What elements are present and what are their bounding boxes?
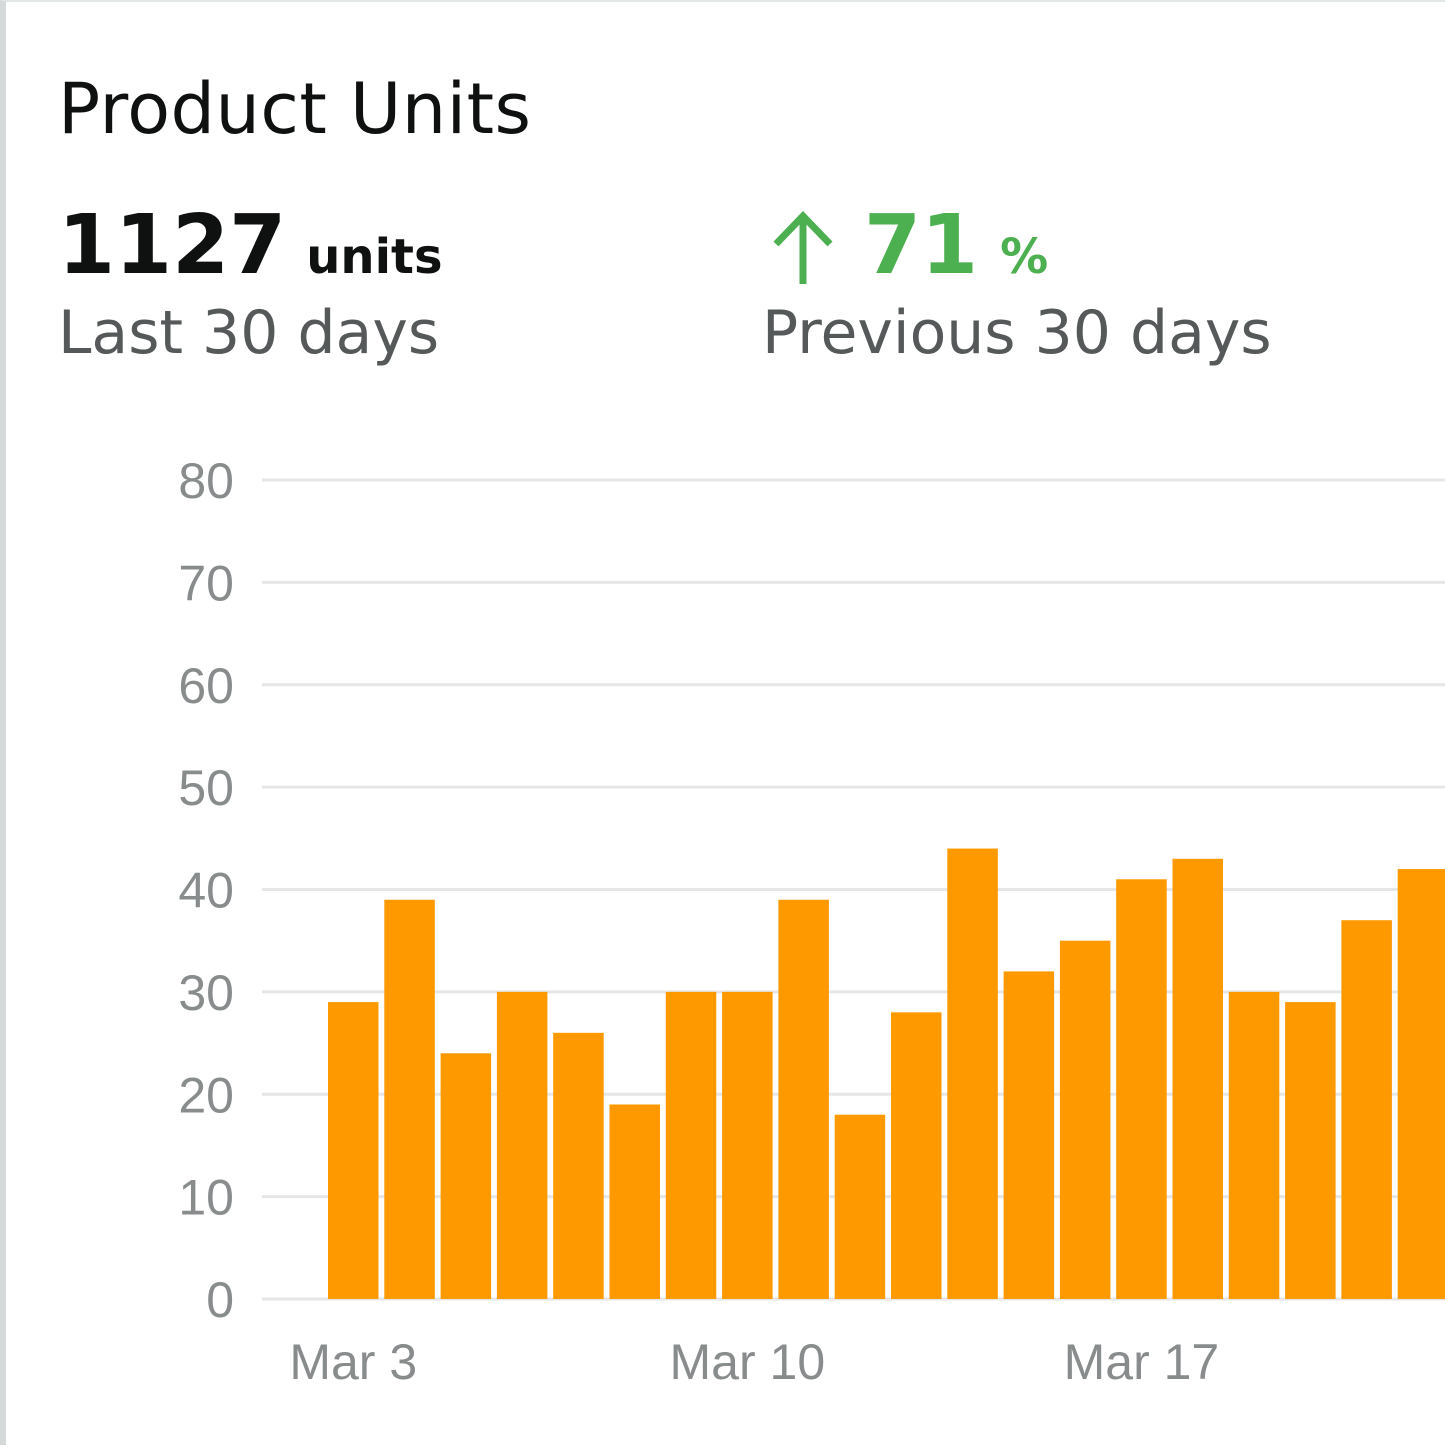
y-tick-label: 80: [178, 453, 234, 509]
bar: [834, 1114, 886, 1299]
bar: [384, 899, 435, 1299]
card-title: Product Units: [58, 68, 532, 150]
total-units-value: 1127: [58, 198, 287, 293]
bar: [1228, 991, 1280, 1299]
bar: [440, 1053, 492, 1299]
change-indicator: 71%: [768, 198, 1048, 293]
x-tick-label: Mar 3: [289, 1334, 417, 1390]
total-units-unit: units: [306, 229, 443, 285]
x-tick-label: Mar 10: [670, 1334, 826, 1390]
bar: [553, 1032, 604, 1299]
bar: [891, 1012, 942, 1299]
arrow-up-icon: [773, 210, 833, 284]
y-tick-label: 20: [178, 1067, 234, 1123]
bar: [1341, 920, 1392, 1299]
y-tick-label: 0: [206, 1272, 234, 1328]
change-unit: %: [1000, 229, 1049, 285]
y-tick-label: 70: [178, 555, 234, 611]
total-units: 1127 units: [58, 198, 443, 293]
bar: [722, 991, 773, 1299]
bar: [1285, 1002, 1336, 1299]
x-tick-label: Mar 17: [1064, 1334, 1220, 1390]
bar: [778, 899, 829, 1299]
y-tick-label: 40: [178, 863, 234, 919]
y-tick-label: 30: [178, 965, 234, 1021]
bar: [1003, 971, 1055, 1299]
change-caption: Previous 30 days: [762, 298, 1272, 368]
change-value: 71: [864, 198, 979, 293]
bar: [328, 1002, 379, 1299]
y-tick-label: 60: [178, 658, 234, 714]
product-units-bar-chart: 0 10 20 30 40 50 60 70 80 Mar 3 Mar 10 Mar 17: [178, 453, 1445, 1390]
y-tick-label: 10: [178, 1170, 234, 1226]
bar: [1397, 869, 1445, 1299]
bar: [609, 1104, 660, 1299]
bar: [1116, 879, 1167, 1299]
y-tick-label: 50: [178, 760, 234, 816]
bar: [496, 991, 548, 1299]
bar: [947, 848, 998, 1299]
bar: [1172, 858, 1223, 1299]
bar: [1059, 940, 1111, 1299]
total-units-caption: Last 30 days: [58, 298, 440, 368]
bar: [665, 991, 717, 1299]
